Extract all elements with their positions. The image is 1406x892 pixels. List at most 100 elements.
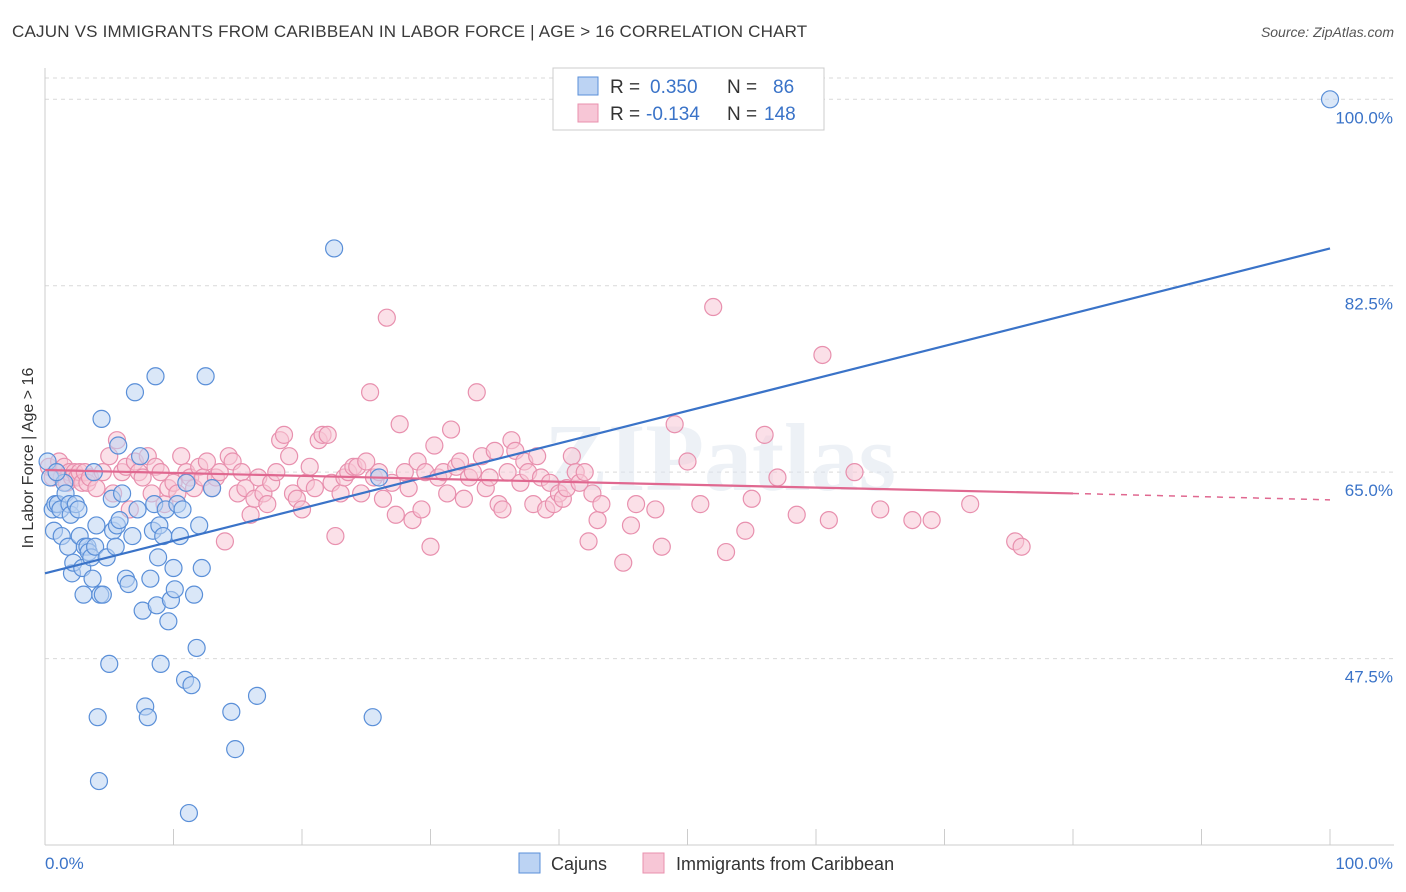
cajuns-point (128, 500, 147, 519)
y-tick-label: 65.0% (1345, 481, 1393, 500)
caribbean-trend-line (44, 468, 1074, 495)
cajuns-point (119, 574, 138, 594)
caribbean-point (485, 441, 504, 460)
legend-r-value-2: -0.134 (646, 104, 700, 125)
cajuns-point (187, 638, 206, 658)
cajuns-point (109, 436, 128, 455)
caribbean-point (691, 495, 710, 514)
cajuns-point (125, 383, 145, 402)
bottom-label-cajuns: Cajuns (551, 854, 607, 874)
cajuns-point (83, 569, 102, 588)
caribbean-point (438, 484, 457, 503)
cajuns-point (87, 516, 106, 535)
cajuns-point (69, 500, 88, 519)
source-label: Source: ZipAtlas.com (1260, 24, 1394, 40)
cajuns-point (182, 676, 201, 695)
caribbean-point (678, 452, 697, 471)
caribbean-point (425, 436, 444, 455)
cajuns-point (202, 479, 222, 498)
cajuns-point (106, 537, 125, 556)
caribbean-point (871, 500, 890, 519)
cajuns-point (177, 473, 196, 492)
caribbean-point (441, 420, 461, 439)
caribbean-point (736, 521, 755, 540)
caribbean-point (614, 553, 633, 572)
bottom-swatch-cajuns (518, 852, 541, 874)
watermark-text: ZIPatlas (544, 404, 896, 511)
caribbean-point (704, 297, 723, 317)
caribbean-point (562, 447, 581, 466)
y-axis-label: In Labor Force | Age > 16 (20, 368, 37, 549)
cajuns-point (74, 585, 93, 604)
caribbean-point (361, 383, 380, 402)
caribbean-point (412, 500, 431, 519)
trend-lines (44, 247, 1331, 575)
caribbean-point (318, 425, 337, 444)
caribbean-point (652, 537, 671, 556)
cajuns-point (164, 558, 183, 578)
x-tick-label: 0.0% (45, 854, 84, 873)
caribbean-point (787, 505, 806, 524)
caribbean-point (390, 415, 409, 434)
caribbean-point (300, 457, 319, 476)
legend-n-value-2: 148 (764, 104, 796, 125)
caribbean-point (768, 468, 787, 487)
caribbean-point (326, 526, 345, 546)
caribbean-point (87, 479, 106, 498)
caribbean-point (716, 542, 736, 562)
cajuns-point (170, 526, 190, 546)
legend-r-value-1: 0.350 (650, 77, 698, 98)
cajuns-point (89, 771, 109, 791)
cajuns-point (47, 463, 66, 482)
bottom-label-caribbean: Immigrants from Caribbean (676, 854, 894, 874)
caribbean-point (274, 425, 294, 444)
caribbean-point (646, 500, 665, 519)
cajuns-point (93, 585, 112, 604)
cajuns-trend-line (44, 247, 1331, 575)
cajuns-point (146, 367, 165, 386)
y-tick-labels: 47.5% 65.0% 82.5% 100.0% (1335, 108, 1393, 686)
caribbean-point (399, 479, 418, 498)
caribbean-point (575, 463, 594, 482)
cajuns-point (159, 612, 178, 631)
y-tick-label: 47.5% (1345, 668, 1393, 687)
caribbean-point (528, 447, 547, 466)
stats-legend: R = 0.350 N = 86 R = -0.134 N = 148 (552, 67, 825, 131)
caribbean-point (961, 495, 980, 514)
chart-title: CAJUN VS IMMIGRANTS FROM CARIBBEAN IN LA… (12, 22, 808, 41)
caribbean-point (922, 510, 941, 530)
legend-swatch-caribbean (577, 103, 599, 123)
caribbean-point (1012, 537, 1031, 556)
caribbean-point (626, 495, 646, 514)
caribbean-point (258, 495, 277, 514)
caribbean-point (450, 452, 470, 471)
caribbean-point (172, 447, 191, 466)
caribbean-point (592, 495, 611, 514)
cajuns-point (88, 708, 107, 727)
cajuns-point (247, 686, 267, 705)
caribbean-point (813, 345, 832, 365)
cajuns-point (226, 740, 245, 759)
caribbean-point (493, 500, 512, 519)
caribbean-point (215, 532, 234, 551)
caribbean-point (357, 452, 376, 471)
legend-n-label-1: N = (727, 77, 757, 98)
caribbean-point (665, 415, 684, 434)
caribbean-point (280, 447, 299, 466)
x-tick-labels: 0.0% 100.0% (45, 854, 1393, 873)
caribbean-point (480, 468, 499, 487)
cajuns-point (86, 537, 105, 556)
caribbean-point (377, 308, 396, 327)
caribbean-point (386, 505, 405, 524)
caribbean-point (421, 537, 440, 556)
caribbean-point (819, 510, 838, 530)
caribbean-point (755, 425, 774, 444)
cajuns-point (100, 654, 119, 674)
cajuns-point (190, 516, 209, 535)
cajuns-point (196, 367, 215, 386)
cajuns-point (192, 558, 211, 578)
cajuns-point (151, 654, 170, 674)
cajuns-point (112, 484, 132, 503)
legend-r-label-1: R = (610, 77, 640, 98)
caribbean-trend-extension (1072, 492, 1331, 501)
